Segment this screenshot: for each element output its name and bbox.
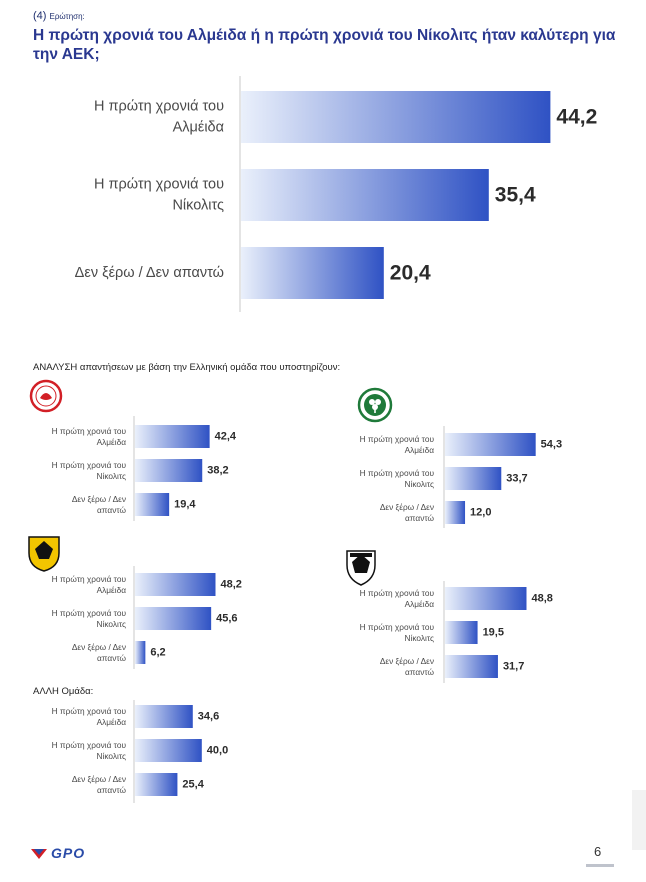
bar [445, 587, 527, 610]
value-label: 19,4 [174, 499, 196, 511]
bar [135, 573, 216, 596]
chart-total: 44,2 Η πρώτη χρονιά του Αλμέιδα 35,4 Η πρώτη… [75, 76, 597, 312]
category-label: Η πρώτη χρονιά του Νίκολιτς [52, 608, 127, 629]
gpo-logo: GPO [30, 845, 85, 861]
chart-olympiacos: 42,4 Η πρώτη χρονιά του Αλμέιδα 38,2 Η πρώτη… [52, 416, 237, 521]
category-label: Η πρώτη χρονιά του Αλμέιδα [52, 426, 127, 447]
bar [241, 247, 384, 299]
category-label: Η πρώτη χρονιά του Νίκολιτς [52, 460, 127, 481]
category-label: Η πρώτη χρονιά του Νίκολιτς [360, 622, 435, 643]
value-label: 44,2 [556, 106, 597, 129]
chart-paok: 48,8 Η πρώτη χρονιά του Αλμέιδα 19,5 Η πρώτη… [360, 581, 553, 683]
value-label: 34,6 [198, 711, 219, 723]
bar [135, 773, 178, 796]
olympiacos-crest-icon [29, 379, 63, 413]
bar [445, 501, 466, 524]
category-label: Δεν ξέρω / Δεν απαντώ [380, 656, 435, 677]
value-label: 35,4 [495, 184, 536, 207]
category-label: Δεν ξέρω / Δεν απαντώ [75, 265, 224, 281]
category-label: Δεν ξέρω / Δεν απαντώ [72, 642, 127, 663]
category-label: Η πρώτη χρονιά του Αλμέιδα [360, 434, 435, 455]
bar [445, 433, 536, 456]
value-label: 19,5 [483, 627, 504, 639]
value-label: 25,4 [182, 779, 204, 791]
bar [135, 493, 170, 516]
value-label: 33,7 [506, 473, 527, 485]
question-number-suffix: Ερώτηση: [49, 12, 85, 21]
value-label: 12,0 [470, 507, 491, 519]
bar [445, 621, 478, 644]
value-label: 40,0 [207, 745, 228, 757]
bar [135, 641, 146, 664]
value-label: 42,4 [215, 431, 237, 443]
value-label: 45,6 [216, 613, 237, 625]
side-tab [632, 790, 646, 850]
question-number: (4) Ερώτηση: [33, 10, 85, 22]
bar [135, 607, 212, 630]
value-label: 31,7 [503, 661, 524, 673]
bar [135, 705, 193, 728]
value-label: 48,8 [531, 593, 552, 605]
value-label: 6,2 [150, 647, 165, 659]
category-label: Η πρώτη χρονιά του Αλμέιδα [360, 588, 435, 609]
category-label: Η πρώτη χρονιά του Νίκολιτς [52, 740, 127, 761]
bar [135, 459, 203, 482]
category-label: Η πρώτη χρονιά του Αλμέιδα [94, 99, 224, 136]
panathinaikos-crest-icon [357, 387, 393, 423]
category-label: Η πρώτη χρονιά του Νίκολιτς [360, 468, 435, 489]
question-number-value: (4) [33, 10, 47, 22]
bar [241, 169, 489, 221]
other-group-title: ΑΛΛΗ Ομάδα: [33, 686, 94, 697]
value-label: 48,2 [220, 579, 241, 591]
chart-other: 34,6 Η πρώτη χρονιά του Αλμέιδα 40,0 Η πρώτη… [52, 700, 228, 803]
category-label: Δεν ξέρω / Δεν απαντώ [72, 774, 127, 795]
category-label: Δεν ξέρω / Δεν απαντώ [72, 494, 127, 515]
value-label: 38,2 [207, 465, 228, 477]
analysis-title: ΑΝΑΛΥΣΗ απαντήσεων με βάση την Ελληνική … [33, 362, 341, 373]
category-label: Η πρώτη χρονιά του Αλμέιδα [52, 574, 127, 595]
gpo-logo-icon [31, 849, 47, 859]
aek-crest-icon [28, 536, 60, 572]
gpo-logo-text: GPO [51, 845, 86, 861]
page-number-underline [586, 864, 614, 867]
bar [241, 91, 551, 143]
page-number: 6 [594, 844, 602, 859]
bar [445, 655, 498, 678]
page-title: Η πρώτη χρονιά του Αλμέιδα ή η πρώτη χρο… [33, 27, 616, 63]
bar [135, 739, 202, 762]
category-label: Δεν ξέρω / Δεν απαντώ [380, 502, 435, 523]
value-label: 20,4 [390, 262, 431, 285]
bar [135, 425, 210, 448]
category-label: Η πρώτη χρονιά του Αλμέιδα [52, 706, 127, 727]
chart-aek: 48,2 Η πρώτη χρονιά του Αλμέιδα 45,6 Η πρώτη… [52, 566, 242, 669]
bar [445, 467, 502, 490]
value-label: 54,3 [541, 439, 562, 451]
paok-crest-icon [346, 550, 376, 586]
category-label: Η πρώτη χρονιά του Νίκολιτς [94, 177, 224, 214]
chart-panathinaikos: 54,3 Η πρώτη χρονιά του Αλμέιδα 33,7 Η πρώτη… [360, 426, 562, 528]
